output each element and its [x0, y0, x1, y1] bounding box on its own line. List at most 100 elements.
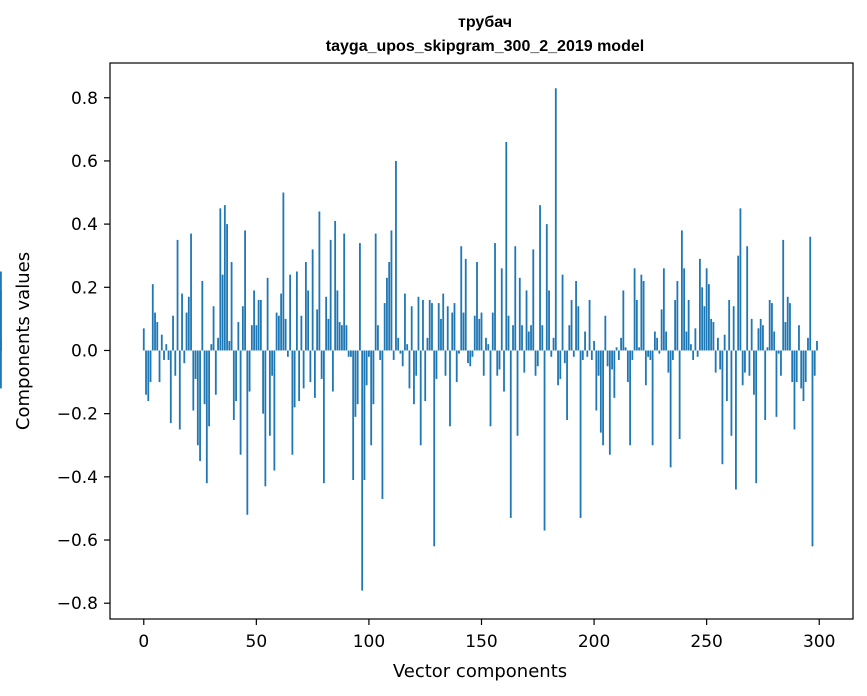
bar-8 — [160, 334, 163, 351]
bar-65 — [289, 274, 292, 351]
bar-260 — [728, 299, 731, 351]
bar-223 — [644, 350, 647, 386]
bar-149 — [478, 318, 481, 351]
bar-177 — [541, 325, 544, 351]
bar-131 — [437, 303, 440, 351]
bar-155 — [491, 312, 494, 351]
bar-126 — [426, 337, 429, 351]
bar-137 — [451, 312, 454, 351]
bar-285 — [784, 322, 787, 351]
bar-144 — [467, 350, 469, 364]
bar-53 — [262, 350, 264, 414]
bar-129 — [433, 350, 436, 547]
bar-233 — [667, 350, 670, 373]
bar-25 — [199, 350, 201, 462]
bar-104 — [377, 325, 379, 351]
bar-44 — [241, 306, 244, 351]
bar-15 — [176, 239, 179, 351]
bar-69 — [298, 350, 301, 402]
bar-225 — [649, 350, 652, 360]
y-tick-label: −0.8 — [57, 594, 98, 614]
y-tick-label: 0.2 — [71, 278, 98, 298]
bar-213 — [622, 290, 625, 351]
bar-239 — [680, 230, 683, 351]
bar-122 — [417, 296, 420, 351]
bar-4 — [151, 284, 154, 351]
bar-56 — [268, 350, 271, 436]
bar-293 — [802, 350, 805, 402]
bar-160 — [503, 350, 505, 392]
x-axis-ticks: 0 50 100 150 200 250 300 — [138, 619, 835, 652]
bar-116 — [404, 293, 406, 351]
bar-277 — [766, 347, 769, 351]
bar-151 — [482, 350, 485, 376]
bar-107 — [383, 303, 386, 351]
bar-92 — [350, 350, 352, 357]
bar-161 — [505, 141, 508, 351]
bar-6 — [156, 322, 159, 351]
bar-40 — [232, 350, 235, 420]
bar-227 — [653, 331, 656, 351]
bar-68 — [295, 271, 298, 351]
bar-109 — [388, 262, 391, 351]
bar-60 — [277, 315, 280, 351]
bar-80 — [322, 350, 325, 484]
bar-191 — [572, 350, 575, 357]
bar-255 — [717, 337, 719, 351]
bar-210 — [615, 347, 618, 351]
x-tick-label: 200 — [578, 632, 610, 652]
bar-35 — [221, 274, 224, 351]
bar-21 — [190, 233, 192, 351]
bar-292 — [800, 350, 803, 389]
bar-128 — [431, 303, 433, 351]
bar-280 — [773, 331, 776, 351]
bar-262 — [732, 306, 735, 351]
bar-94 — [354, 350, 357, 417]
bar-190 — [570, 299, 573, 351]
bar-7 — [158, 350, 161, 383]
bar-221 — [640, 274, 643, 351]
bar-266 — [741, 350, 744, 386]
bar-81 — [325, 296, 328, 351]
bar-102 — [372, 350, 375, 405]
bar-72 — [304, 262, 307, 351]
bar-2 — [147, 350, 150, 402]
bar-195 — [581, 350, 584, 360]
bar-139 — [455, 350, 458, 383]
bar-265 — [739, 208, 742, 351]
bar-114 — [399, 350, 402, 354]
bar-287 — [789, 303, 791, 351]
bar-119 — [410, 306, 413, 351]
y-tick-label: 0.6 — [71, 152, 98, 172]
bar-241 — [685, 331, 688, 351]
bar-5 — [154, 312, 156, 351]
bar-279 — [771, 303, 773, 351]
bar-17 — [181, 293, 183, 351]
bar-168 — [521, 325, 523, 351]
y-tick-label: −0.2 — [57, 405, 98, 425]
bar-179 — [545, 224, 548, 351]
bar-157 — [496, 350, 499, 376]
bars-group — [0, 88, 818, 591]
bar-1 — [145, 350, 147, 395]
bar-27 — [203, 350, 206, 405]
bar-199 — [590, 350, 593, 360]
bar-135 — [446, 306, 449, 351]
bar-259 — [726, 350, 728, 402]
bar-254 — [714, 350, 717, 373]
bar-39 — [230, 262, 233, 351]
bar-296 — [809, 236, 812, 351]
bar-207 — [608, 350, 611, 455]
bar-170 — [525, 290, 528, 351]
bar-281 — [775, 350, 778, 417]
bar-76 — [313, 350, 316, 398]
bar-58 — [273, 350, 276, 471]
bar-303 — [0, 350, 2, 389]
bar-163 — [509, 350, 512, 518]
bar-124 — [422, 299, 424, 351]
bar-130 — [435, 350, 438, 379]
bar-174 — [534, 350, 537, 376]
bar-110 — [390, 230, 393, 351]
